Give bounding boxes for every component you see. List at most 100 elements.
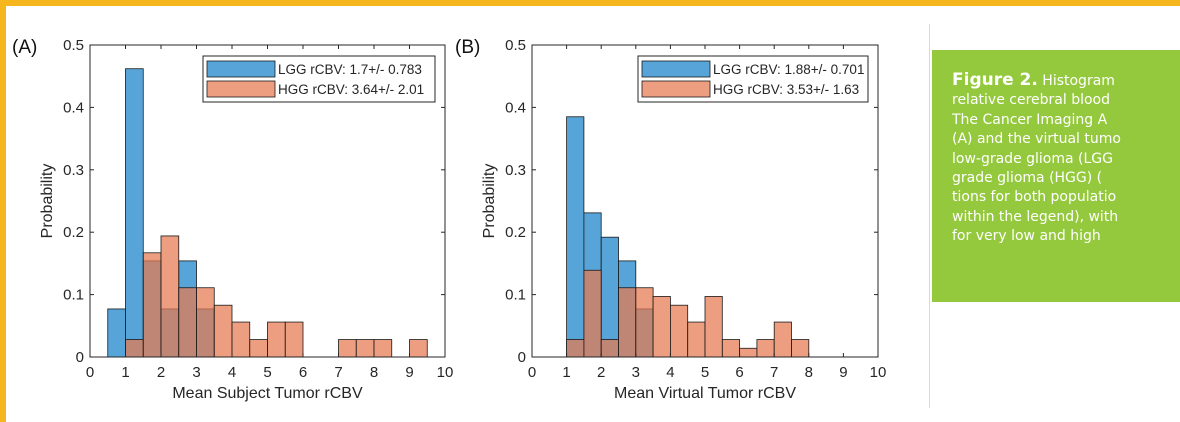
x-tick-label: 5 bbox=[701, 364, 709, 381]
y-tick-label: 0.1 bbox=[505, 287, 526, 304]
lgg-bar bbox=[125, 68, 144, 358]
lgg-bar bbox=[600, 236, 619, 358]
x-tick-label: 2 bbox=[597, 364, 605, 381]
hgg-bar bbox=[670, 304, 689, 358]
x-axis-label: Mean Virtual Tumor rCBV bbox=[614, 385, 796, 402]
hgg-bar bbox=[373, 339, 393, 358]
y-tick-label: 0.1 bbox=[63, 287, 84, 304]
caption-line: for very low and high bbox=[952, 228, 1101, 245]
x-tick-label: 2 bbox=[157, 364, 165, 381]
caption-line: grade glioma (HGG) ( bbox=[952, 170, 1103, 187]
hgg-bar bbox=[635, 287, 654, 358]
caption-line-text: Histogram bbox=[1037, 73, 1115, 89]
x-tick-label: 8 bbox=[370, 364, 378, 381]
hgg-bar bbox=[756, 339, 775, 358]
x-tick-label: 10 bbox=[437, 364, 454, 381]
legend-swatch-lgg bbox=[641, 60, 711, 78]
y-tick-label: 0 bbox=[518, 349, 526, 366]
x-axis-label: Mean Subject Tumor rCBV bbox=[172, 385, 363, 402]
y-tick-label: 0.2 bbox=[505, 224, 526, 241]
hgg-bar bbox=[338, 339, 357, 358]
hgg-bar bbox=[583, 269, 602, 358]
x-tick-label: 0 bbox=[86, 364, 94, 381]
x-tick-label: 9 bbox=[405, 364, 413, 381]
y-tick-label: 0.2 bbox=[63, 224, 84, 241]
caption-divider bbox=[929, 24, 930, 408]
legend-swatch-lgg bbox=[206, 60, 276, 78]
legend-entry: LGG rCBV: 1.88+/- 0.701 bbox=[713, 62, 864, 77]
hgg-bar bbox=[267, 321, 286, 358]
hgg-bar bbox=[600, 339, 619, 358]
x-tick-label: 9 bbox=[839, 364, 847, 381]
x-tick-label: 6 bbox=[299, 364, 307, 381]
hgg-bar bbox=[284, 321, 304, 358]
legend-swatch-hgg bbox=[206, 80, 276, 98]
legend: LGG rCBV: 1.7+/- 0.783 HGG rCBV: 3.64+/- … bbox=[202, 55, 436, 103]
lgg-bar bbox=[566, 116, 585, 358]
x-tick-label: 7 bbox=[334, 364, 342, 381]
x-tick-label: 3 bbox=[192, 364, 200, 381]
y-tick-label: 0.5 bbox=[63, 37, 84, 54]
panel-label: (A) bbox=[12, 37, 37, 58]
x-tick-label: 4 bbox=[666, 364, 674, 381]
hgg-bar bbox=[409, 339, 428, 358]
hgg-bar bbox=[652, 296, 671, 358]
hgg-bar bbox=[687, 321, 706, 358]
figure-caption-box: Figure 2. Histogram relative cerebral bl… bbox=[932, 50, 1180, 302]
hgg-bar bbox=[142, 252, 162, 358]
hgg-bar bbox=[739, 347, 758, 358]
x-tick-label: 0 bbox=[528, 364, 536, 381]
legend-entry: HGG rCBV: 3.64+/- 2.01 bbox=[278, 82, 424, 97]
hgg-bar bbox=[566, 339, 585, 358]
y-tick-label: 0.5 bbox=[505, 37, 526, 54]
hgg-bar bbox=[355, 339, 375, 358]
histogram-panel-a: 0 1 2 3 4 5 6 7 8 9 10 0 0.1 0.2 0.3 0.4 0.5 Mean Subject… bbox=[12, 37, 453, 402]
x-tick-label: 8 bbox=[805, 364, 813, 381]
hgg-bar bbox=[196, 287, 215, 358]
hgg-bar bbox=[249, 339, 268, 358]
caption-line: low-grade glioma (LGG bbox=[952, 150, 1113, 167]
hgg-bar bbox=[773, 321, 792, 358]
caption-line: within the legend), with bbox=[952, 208, 1119, 225]
x-tick-label: 7 bbox=[770, 364, 778, 381]
hgg-bar bbox=[213, 304, 233, 358]
x-tick-label: 6 bbox=[735, 364, 743, 381]
hgg-bar bbox=[704, 296, 723, 358]
caption-line: tions for both populatio bbox=[952, 189, 1117, 206]
caption-line: The Cancer Imaging A bbox=[952, 111, 1108, 128]
caption-line: relative cerebral blood bbox=[952, 92, 1110, 109]
legend-entry: LGG rCBV: 1.7+/- 0.783 bbox=[278, 62, 422, 77]
y-tick-label: 0.4 bbox=[63, 99, 84, 116]
frame-left-border bbox=[0, 0, 6, 422]
y-axis-label: Probability bbox=[481, 164, 498, 239]
x-tick-label: 4 bbox=[228, 364, 236, 381]
legend-entry: HGG rCBV: 3.53+/- 1.63 bbox=[713, 82, 859, 97]
y-tick-label: 0.3 bbox=[505, 162, 526, 179]
x-tick-label: 3 bbox=[632, 364, 640, 381]
caption-line: (A) and the virtual tumo bbox=[952, 131, 1121, 148]
histogram-panel-b: 0 1 2 3 4 5 6 7 8 9 10 0 0.1 0.2 0.3 0.4 0.5 Mean Virtual… bbox=[455, 37, 886, 402]
frame-top-border bbox=[0, 0, 1180, 6]
hgg-bar bbox=[125, 339, 144, 358]
hgg-bar bbox=[231, 321, 251, 358]
hgg-bar bbox=[160, 235, 180, 358]
y-tick-label: 0.4 bbox=[505, 99, 526, 116]
caption-label: Figure 2. bbox=[952, 70, 1038, 90]
y-tick-label: 0 bbox=[76, 349, 84, 366]
legend: LGG rCBV: 1.88+/- 0.701 HGG rCBV: 3.53+/-… bbox=[637, 55, 869, 103]
legend-swatch-hgg bbox=[641, 80, 711, 98]
hgg-bar bbox=[791, 339, 810, 358]
y-axis-label: Probability bbox=[39, 164, 56, 239]
figure-caption: Figure 2. Histogram relative cerebral bl… bbox=[952, 70, 1180, 247]
panel-label: (B) bbox=[455, 37, 480, 58]
hgg-bar bbox=[618, 287, 637, 358]
x-tick-label: 1 bbox=[121, 364, 129, 381]
x-tick-label: 1 bbox=[562, 364, 570, 381]
lgg-bar bbox=[107, 308, 126, 358]
caption-line: Figure 2. Histogram bbox=[952, 70, 1180, 91]
x-tick-label: 5 bbox=[263, 364, 271, 381]
x-tick-label: 10 bbox=[870, 364, 887, 381]
hgg-bar bbox=[721, 339, 740, 358]
y-tick-label: 0.3 bbox=[63, 162, 84, 179]
